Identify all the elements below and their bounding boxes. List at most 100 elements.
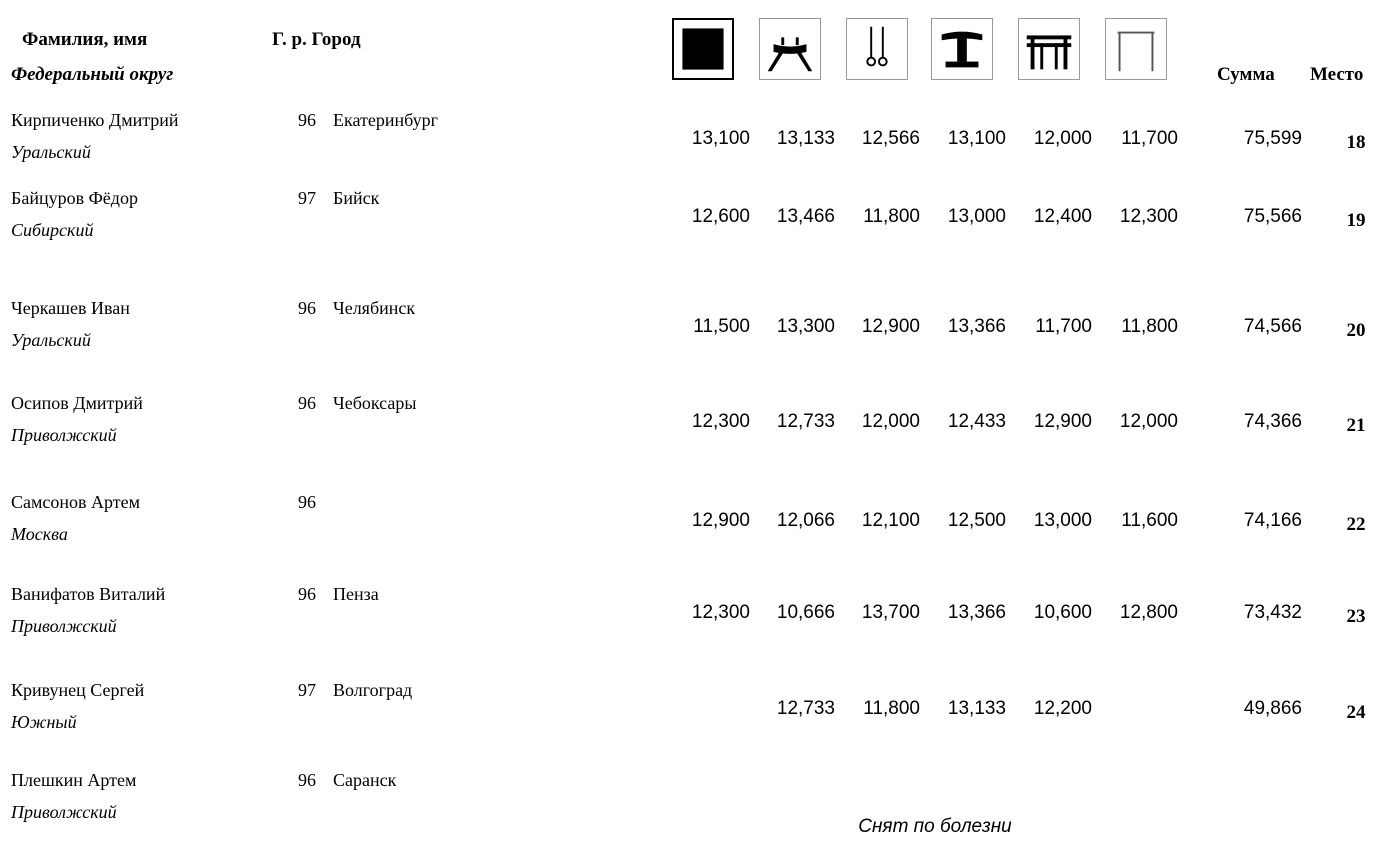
- birth-year: 97: [298, 680, 316, 700]
- place-number: 24: [1346, 702, 1366, 723]
- apparatus-score: 12,300: [1119, 206, 1178, 227]
- table-row: Черкашев Иван Уральский 96 Челябинск 11,500 1…: [0, 298, 1396, 386]
- athlete-region: Сибирский: [11, 220, 94, 240]
- athlete-region: Приволжский: [11, 616, 117, 636]
- athlete-region: Уральский: [11, 330, 91, 350]
- header-name-label: Фамилия, имя: [22, 29, 148, 50]
- vault-icon: [931, 18, 993, 80]
- birth-year: 97: [298, 188, 316, 208]
- apparatus-score: 11,800: [863, 698, 920, 719]
- total-score: 74,166: [1243, 510, 1302, 531]
- apparatus-score: 13,466: [776, 206, 835, 227]
- athlete-name: Ванифатов Виталий: [11, 584, 166, 604]
- place-number: 22: [1346, 514, 1366, 535]
- table-row: Самсонов Артем Москва 96 12,900 12,066 12,100…: [0, 492, 1396, 580]
- table-row: Байцуров Фёдор Сибирский 97 Бийск 12,600 13,4…: [0, 188, 1396, 276]
- table-row: Осипов Дмитрий Приволжский 96 Чебоксары 12,3…: [0, 393, 1396, 481]
- total-score: 74,366: [1243, 411, 1302, 432]
- athlete-city: Пенза: [333, 584, 379, 604]
- apparatus-score: 12,733: [776, 411, 835, 432]
- place-number: 18: [1346, 132, 1366, 153]
- apparatus-score: 13,366: [947, 316, 1006, 337]
- apparatus-score: 12,733: [776, 698, 835, 719]
- total-score: 73,432: [1243, 602, 1302, 623]
- birth-year: 96: [298, 770, 316, 790]
- athlete-name: Плешкин Артем: [11, 770, 137, 790]
- apparatus-score: 12,000: [1119, 411, 1178, 432]
- pommel-horse-icon: [759, 18, 821, 80]
- athlete-name: Самсонов Артем: [11, 492, 141, 512]
- total-score: 75,566: [1243, 206, 1302, 227]
- apparatus-score: 13,366: [947, 602, 1006, 623]
- apparatus-score: 10,666: [776, 602, 835, 623]
- athlete-region: Приволжский: [11, 802, 117, 822]
- total-score: 49,866: [1243, 698, 1302, 719]
- apparatus-score: 11,800: [863, 206, 920, 227]
- apparatus-score: 12,433: [947, 411, 1006, 432]
- apparatus-score: 12,300: [691, 411, 750, 432]
- table-row: Кривунец Сергей Южный 97 Волгоград 12,733 11,…: [0, 680, 1396, 768]
- athlete-region: Приволжский: [11, 425, 117, 445]
- horizontal-bar-icon: [1105, 18, 1167, 80]
- apparatus-score: 12,066: [776, 510, 835, 531]
- table-row: Кирпиченко Дмитрий Уральский 96 Екатеринбур…: [0, 110, 1396, 198]
- apparatus-score: 12,000: [1033, 128, 1092, 149]
- apparatus-score: 10,600: [1033, 602, 1092, 623]
- total-score: 75,599: [1243, 128, 1302, 149]
- parallel-bars-icon: [1018, 18, 1080, 80]
- table-row: Плешкин Артем Приволжский 96 Саранск Снят по…: [0, 770, 1396, 858]
- apparatus-score: 13,100: [947, 128, 1006, 149]
- apparatus-score: 12,600: [691, 206, 750, 227]
- apparatus-score: 12,900: [1033, 411, 1092, 432]
- athlete-region: Уральский: [11, 142, 91, 162]
- athlete-name: Черкашев Иван: [11, 298, 130, 318]
- header-total-label: Сумма: [1217, 64, 1275, 85]
- apparatus-score: 13,133: [947, 698, 1006, 719]
- apparatus-score: 12,900: [691, 510, 750, 531]
- place-number: 20: [1346, 320, 1366, 341]
- birth-year: 96: [298, 298, 316, 318]
- athlete-city: Чебоксары: [333, 393, 417, 413]
- apparatus-score: 13,700: [861, 602, 920, 623]
- apparatus-score: 12,100: [861, 510, 920, 531]
- athlete-city: Челябинск: [333, 298, 416, 318]
- apparatus-score: 12,900: [861, 316, 920, 337]
- athlete-city: Бийск: [333, 188, 380, 208]
- athlete-region: Южный: [11, 712, 77, 732]
- athlete-name: Кирпиченко Дмитрий: [11, 110, 179, 130]
- athlete-name: Байцуров Фёдор: [11, 188, 138, 208]
- apparatus-score: 13,300: [776, 316, 835, 337]
- status-note: Снят по болезни: [858, 816, 1012, 837]
- apparatus-score: 13,000: [947, 206, 1006, 227]
- apparatus-score: 13,133: [776, 128, 835, 149]
- apparatus-score: 13,000: [1033, 510, 1092, 531]
- apparatus-score: 11,700: [1121, 128, 1178, 149]
- rings-icon: [846, 18, 908, 80]
- total-score: 74,566: [1243, 316, 1302, 337]
- floor-exercise-icon: [672, 18, 734, 80]
- athlete-name: Кривунец Сергей: [11, 680, 145, 700]
- birth-year: 96: [298, 584, 316, 604]
- apparatus-score: 11,700: [1035, 316, 1092, 337]
- birth-year: 96: [298, 492, 316, 512]
- apparatus-score: 12,800: [1119, 602, 1178, 623]
- apparatus-score: 11,600: [1121, 510, 1178, 531]
- apparatus-score: 12,300: [691, 602, 750, 623]
- birth-year: 96: [298, 110, 316, 130]
- apparatus-score: 11,500: [693, 316, 750, 337]
- place-number: 21: [1346, 415, 1366, 436]
- athlete-region: Москва: [11, 524, 68, 544]
- apparatus-score: 12,000: [861, 411, 920, 432]
- header-birth-city-label: Г. р. Город: [272, 29, 361, 50]
- header-place-label: Место: [1310, 64, 1364, 85]
- apparatus-score: 12,566: [861, 128, 920, 149]
- header-region-label: Федеральный округ: [11, 64, 174, 85]
- athlete-city: Екатеринбург: [333, 110, 438, 130]
- apparatus-score: 11,800: [1121, 316, 1178, 337]
- apparatus-score: 13,100: [691, 128, 750, 149]
- athlete-city: Саранск: [333, 770, 397, 790]
- place-number: 19: [1346, 210, 1366, 231]
- place-number: 23: [1346, 606, 1366, 627]
- athlete-name: Осипов Дмитрий: [11, 393, 143, 413]
- table-row: Ванифатов Виталий Приволжский 96 Пенза 12,30…: [0, 584, 1396, 672]
